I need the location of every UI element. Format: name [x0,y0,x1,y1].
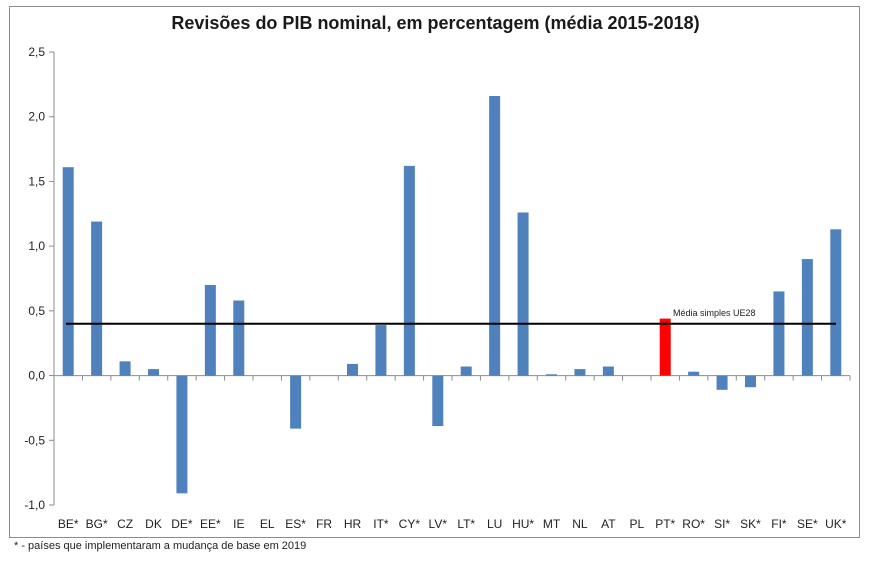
bar-es [290,375,302,429]
bar-lt [460,366,472,376]
y-tick-label: 1,5 [28,174,45,188]
y-tick-label: -1,0 [24,498,45,512]
x-tick-label: LU [487,517,502,531]
x-tick-label: LT* [457,517,475,531]
chart-title: Revisões do PIB nominal, em percentagem … [171,13,700,33]
x-tick-label: BG* [86,517,108,531]
x-tick-label: IT* [373,517,389,531]
x-tick-label: BE* [58,517,79,531]
footnote: * - países que implementaram a mudança d… [14,540,307,552]
bar-hu [517,212,529,376]
x-tick-label: DK [145,517,162,531]
y-tick-label: -0,5 [24,433,45,447]
x-tick-label: ES* [285,517,306,531]
chart-labels: BE* BG* CZ DK DE* EE* IE EL ES* FR HR IT* CY* LV* LT* L… [58,308,847,531]
chart-axes: 2,5 2,0 1,5 1,0 0,5 0,0 -0,5 -1,0 [24,45,851,512]
bar-lv [432,375,444,427]
x-tick-label: PL [629,517,644,531]
x-tick-label: LV* [429,517,448,531]
bar-se [801,259,813,376]
bar-hr [347,363,358,376]
y-tick-label: 0,0 [28,369,45,383]
bar-be [62,167,74,376]
x-tick-label: PT* [655,517,675,531]
x-tick-label: AT [601,517,616,531]
x-tick-label: SE* [797,517,818,531]
x-tick-label: MT [543,517,561,531]
x-tick-label: UK* [825,517,847,531]
bar-nl [574,369,586,376]
x-tick-label: HR [344,517,362,531]
bar-pt [659,318,671,376]
x-tick-label: DE* [171,517,193,531]
bar-ee [204,284,216,376]
x-tick-label: FR [316,517,332,531]
x-tick-label: FI* [771,517,787,531]
x-tick-label: CZ [117,517,133,531]
x-tick-label: NL [572,517,588,531]
chart-frame [9,6,860,538]
reference-line-label: Média simples UE28 [673,308,756,318]
x-tick-label: SK* [740,517,761,531]
x-tick-label: CY* [399,517,421,531]
bar-si [716,375,728,390]
x-tick-label: EL [260,517,275,531]
bar-dk [148,369,159,376]
y-tick-label: 0,5 [28,304,45,318]
x-tick-label: RO* [682,517,705,531]
bar-ie [233,300,245,376]
y-tick-label: 2,5 [28,45,45,59]
bar-bg [91,221,103,376]
bar-sk [745,375,756,388]
bar-fi [773,291,785,376]
bar-cz [119,361,131,376]
bar-uk [830,229,842,376]
bar-at [602,366,614,376]
y-tick-label: 1,0 [28,239,45,253]
bar-de [176,375,188,494]
bar-ro [688,371,700,376]
chart-bars [62,96,842,494]
bar-it [375,325,387,376]
x-tick-label: HU* [512,517,534,531]
bar-cy [403,165,415,376]
x-tick-label: SI* [714,517,730,531]
bar-lu [489,96,501,376]
x-tick-label: IE [233,517,244,531]
y-tick-label: 2,0 [28,110,45,124]
x-tick-label: EE* [200,517,221,531]
bar-mt [546,374,557,376]
